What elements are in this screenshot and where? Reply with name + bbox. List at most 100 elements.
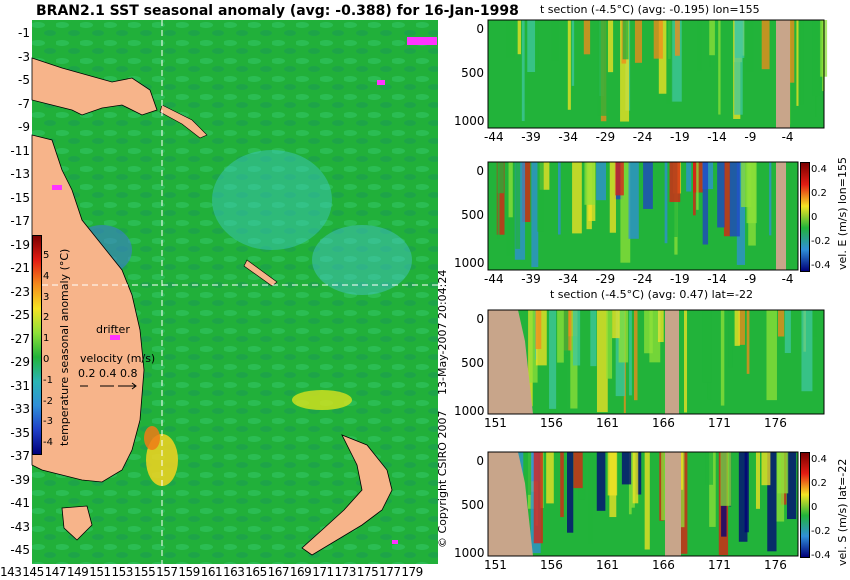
section-streak xyxy=(746,162,757,224)
map-colorbar xyxy=(32,235,42,455)
section-streak xyxy=(644,452,650,550)
panel-3-title: t section (-4.5°C) (avg: 0.47) lat=-22 xyxy=(550,288,753,301)
panel-x-tick: -14 xyxy=(707,130,727,144)
section-streak xyxy=(497,162,504,194)
panel-x-tick: -9 xyxy=(744,130,757,144)
velocity-arrows xyxy=(80,382,137,390)
section-streak xyxy=(537,162,544,232)
section-streak xyxy=(761,452,771,486)
velocity-colorbar-tick: 0.2 xyxy=(811,188,827,199)
section-streak xyxy=(717,162,725,228)
section-streak xyxy=(622,20,629,60)
section-streak xyxy=(671,20,682,102)
map-x-tick: 177 xyxy=(379,565,401,579)
map-x-tick: 161 xyxy=(200,565,223,579)
map-y-tick: -3 xyxy=(18,49,30,64)
panel-x-tick: -24 xyxy=(632,272,653,286)
drifter-marker xyxy=(392,540,398,544)
section-streak xyxy=(679,452,684,490)
colorbar-tick: 4 xyxy=(43,270,50,282)
velocity-colorbar-tick: -0.2 xyxy=(811,526,831,537)
section-streak xyxy=(583,20,591,55)
panel-x-tick: -34 xyxy=(558,130,578,144)
section-streak xyxy=(674,20,680,56)
map-y-tick: -15 xyxy=(10,190,30,205)
drifter-label: drifter xyxy=(96,323,130,336)
section-streak xyxy=(723,162,731,237)
velocity-colorbar-tick: 0 xyxy=(811,502,818,513)
timestamp-text: 13-May-2007 20:04:24 xyxy=(436,269,449,395)
warm-anomaly xyxy=(144,426,160,450)
section-streak xyxy=(549,310,557,409)
map-y-tick: -29 xyxy=(10,355,30,369)
section-streak xyxy=(508,162,513,218)
panel-4-side-label: vel. S (m/s) lat=-22 xyxy=(836,458,849,566)
map-x-tick: 175 xyxy=(356,565,379,579)
panel-x-tick: -39 xyxy=(521,130,541,144)
map-y-tick: -43 xyxy=(10,519,30,534)
section-streak xyxy=(560,452,564,518)
section-streak xyxy=(606,310,613,379)
map-y-tick: -5 xyxy=(18,73,30,87)
panel-x-tick: 156 xyxy=(540,416,563,430)
section-streak xyxy=(736,162,746,265)
land-mask xyxy=(665,310,679,414)
map-y-tick: -41 xyxy=(10,496,30,510)
panel-x-tick: -19 xyxy=(670,130,690,144)
map-y-tick: -27 xyxy=(10,331,30,346)
section-streak xyxy=(734,310,740,346)
land-mask xyxy=(776,162,786,270)
section-streak xyxy=(709,452,716,527)
section-streak xyxy=(738,452,748,542)
section-streak xyxy=(553,310,559,393)
section-streak xyxy=(709,20,715,56)
section-streak xyxy=(649,310,661,363)
warm-anomaly xyxy=(292,390,352,410)
section-streak xyxy=(738,310,745,345)
section-streak xyxy=(767,452,777,552)
section-streak xyxy=(696,162,699,210)
section-streak xyxy=(521,20,525,122)
section-streak xyxy=(784,310,791,354)
map-y-tick: -21 xyxy=(10,261,30,275)
section-streak xyxy=(787,162,792,214)
section-panel-4 xyxy=(487,451,799,557)
map-y-tick: -39 xyxy=(10,472,30,487)
panel-x-tick: -44 xyxy=(484,272,504,286)
section-streak xyxy=(572,162,582,234)
section-streak xyxy=(684,310,688,413)
map-y-tick: -13 xyxy=(10,167,30,181)
velocity-colorbar-tick: -0.4 xyxy=(811,260,831,271)
section-streak xyxy=(812,20,821,97)
map-x-tick: 143 xyxy=(0,565,22,579)
panel-1-title: t section (-4.5°C) (avg: -0.195) lon=155 xyxy=(540,3,760,16)
panel-x-tick: 151 xyxy=(484,558,507,572)
map-x-tick: 147 xyxy=(44,565,67,579)
map-y-tick: -35 xyxy=(10,425,30,440)
panel-frame xyxy=(487,309,825,415)
map-y-tick: -9 xyxy=(18,120,30,134)
panel-y-tick: 0 xyxy=(476,312,484,326)
section-streak xyxy=(620,20,630,122)
section-streak xyxy=(801,310,813,392)
section-streak xyxy=(567,20,571,110)
panel-x-tick: -24 xyxy=(632,130,653,144)
section-streak xyxy=(612,310,620,339)
map-x-tick: 165 xyxy=(245,565,267,579)
panel-y-tick: 1000 xyxy=(454,114,485,128)
cool-anomaly xyxy=(312,225,412,295)
colorbar-tick: 0 xyxy=(43,354,50,365)
section-streak xyxy=(515,162,521,249)
section-streak xyxy=(607,20,614,73)
section-streak xyxy=(632,452,639,504)
section-panel-1 xyxy=(487,19,828,129)
panel-y-tick: 1000 xyxy=(454,256,485,270)
section-streak xyxy=(535,310,542,350)
map-y-tick: -7 xyxy=(18,96,30,111)
map-x-tick: 173 xyxy=(334,565,357,579)
map-y-tick: -25 xyxy=(10,308,30,322)
section-streak xyxy=(718,20,721,115)
section-streak xyxy=(657,310,664,343)
panel-x-tick: -4 xyxy=(781,130,794,144)
colorbar-tick: 3 xyxy=(43,291,50,303)
